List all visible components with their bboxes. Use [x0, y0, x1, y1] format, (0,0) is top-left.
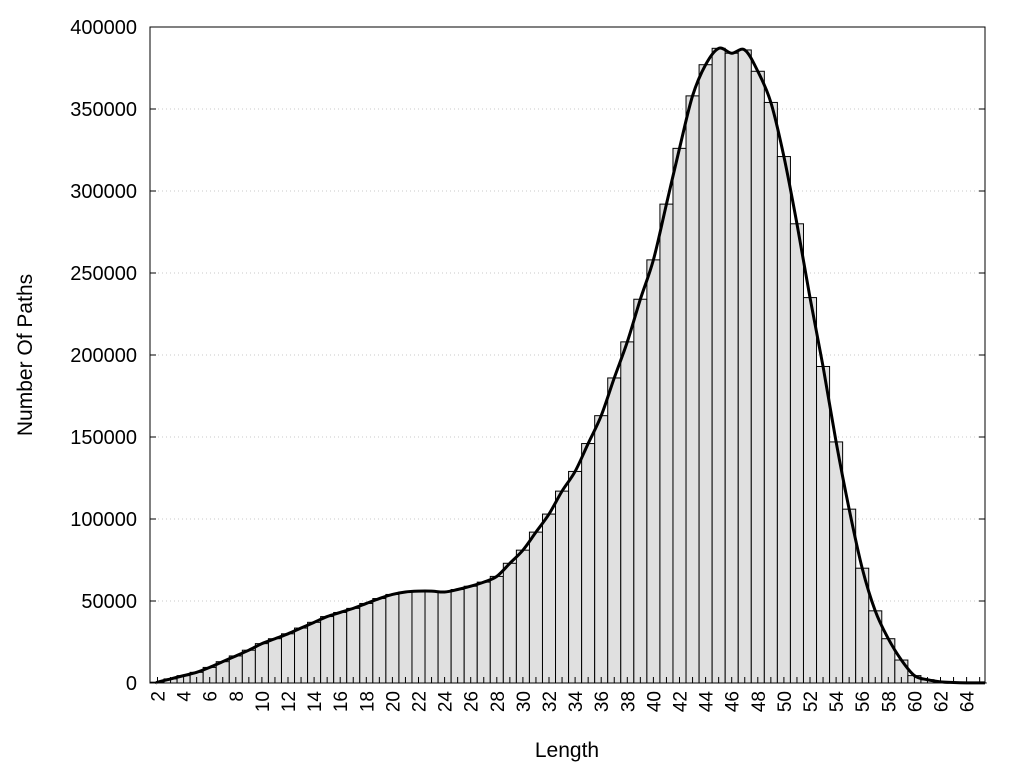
x-tick-label: 52 — [801, 691, 822, 712]
y-tick-label: 0 — [126, 673, 137, 695]
bar — [763, 101, 778, 684]
x-tick-label: 34 — [566, 691, 587, 713]
bar — [646, 259, 661, 684]
bar — [802, 297, 818, 684]
bar — [372, 598, 387, 684]
x-tick-label: 28 — [488, 691, 509, 712]
x-tick-label: 30 — [514, 691, 535, 712]
bar — [333, 611, 348, 684]
bar — [307, 621, 322, 684]
x-tick-label: 40 — [644, 691, 665, 712]
x-tick-label: 38 — [618, 691, 639, 712]
y-tick-label: 300000 — [70, 181, 137, 203]
bar — [607, 377, 622, 684]
y-tick-label: 250000 — [70, 263, 137, 285]
x-tick-label: 4 — [175, 691, 196, 702]
bar — [750, 70, 765, 684]
x-tick-label: 12 — [279, 691, 300, 712]
x-tick-label: 36 — [592, 691, 613, 712]
bar — [789, 223, 804, 684]
bar — [437, 591, 452, 684]
x-tick-label: 50 — [775, 691, 796, 712]
x-tick-label: 18 — [357, 691, 378, 712]
bars — [150, 47, 987, 684]
bar — [359, 602, 374, 684]
x-tick-label: 20 — [383, 691, 404, 712]
x-tick-label: 6 — [201, 691, 222, 702]
bar — [385, 593, 400, 684]
x-tick-label: 24 — [436, 691, 457, 713]
bar — [294, 627, 309, 684]
y-tick-label: 350000 — [70, 99, 137, 121]
x-tick-label: 60 — [905, 691, 926, 712]
axis-ticks — [150, 26, 985, 684]
bar — [502, 562, 517, 684]
bar — [816, 365, 831, 684]
x-tick-label: 16 — [331, 691, 352, 712]
bar — [450, 589, 465, 684]
bar — [776, 156, 791, 684]
bar — [411, 590, 426, 684]
x-tick-label: 14 — [305, 691, 326, 713]
y-axis-label: Number Of Paths — [14, 274, 37, 436]
bar — [581, 443, 596, 684]
bar — [476, 581, 491, 684]
bar — [568, 470, 583, 684]
bar — [280, 633, 296, 684]
bar — [829, 441, 844, 684]
bar — [555, 490, 570, 684]
bar — [737, 49, 752, 684]
x-tick-label: 58 — [879, 691, 900, 712]
x-tick-label: 44 — [697, 691, 718, 713]
density-curve — [155, 46, 985, 685]
bar — [424, 590, 439, 684]
y-axis-tick-labels: 0 50000 100000 150000 200000 250000 300000 3500… — [70, 17, 137, 695]
x-tick-label: 8 — [227, 691, 248, 702]
bar — [346, 607, 361, 684]
bar — [594, 415, 609, 684]
x-tick-label: 48 — [749, 691, 770, 712]
y-tick-label: 400000 — [70, 17, 137, 39]
bar — [528, 531, 543, 684]
x-tick-label: 2 — [149, 691, 170, 702]
bar — [620, 341, 635, 684]
x-tick-label: 26 — [462, 691, 483, 712]
bar — [672, 147, 687, 684]
bar — [489, 575, 504, 684]
x-tick-label: 42 — [671, 691, 692, 712]
bar — [267, 638, 282, 684]
x-tick-label: 64 — [958, 691, 979, 713]
x-tick-label: 46 — [723, 691, 744, 712]
bar — [659, 203, 674, 684]
x-tick-label: 10 — [253, 691, 274, 712]
y-tick-label: 100000 — [70, 509, 137, 531]
x-tick-label: 22 — [410, 691, 431, 712]
bar — [711, 47, 726, 684]
bar — [463, 585, 478, 684]
bar — [724, 52, 739, 684]
x-tick-label: 56 — [853, 691, 874, 712]
x-axis-label: Length — [535, 739, 599, 762]
bar — [515, 549, 530, 684]
y-tick-label: 200000 — [70, 345, 137, 367]
bar — [541, 513, 557, 684]
x-tick-label: 32 — [540, 691, 561, 712]
bar — [633, 298, 648, 684]
y-tick-label: 50000 — [81, 591, 137, 613]
bar — [320, 616, 335, 684]
y-tick-label: 150000 — [70, 427, 137, 449]
bar — [685, 95, 700, 684]
x-tick-label: 54 — [827, 691, 848, 713]
bar — [398, 591, 413, 684]
x-tick-label: 62 — [932, 691, 953, 712]
bar — [698, 64, 713, 684]
x-axis-tick-labels: 2 4 6 8 10 12 14 16 18 20 22 24 26 28 30 32 34 36 38 40 42 44… — [149, 691, 979, 713]
